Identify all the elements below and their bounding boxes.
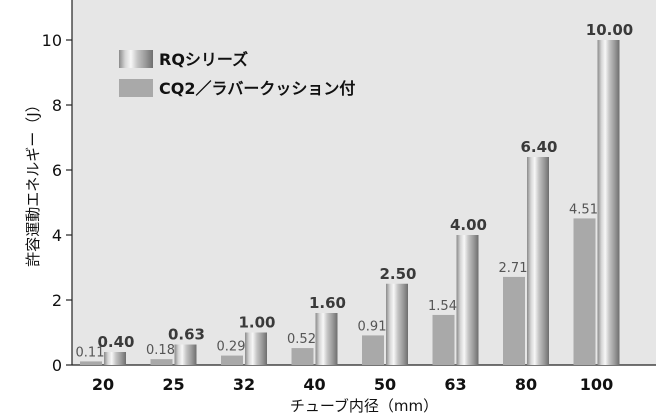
bar-cq2 [432, 314, 455, 365]
legend-swatch-cq2 [119, 79, 153, 97]
bar-rq [597, 40, 620, 365]
y-tick-label: 6 [52, 161, 62, 180]
bar-rq [315, 313, 338, 365]
legend-label-cq2: CQ2／ラバークッション付 [159, 79, 355, 98]
y-axis-title: 許容運動エネルギー（J） [24, 97, 42, 266]
bar-rq [174, 344, 197, 365]
category-label: 80 [515, 375, 537, 394]
bar-cq2 [503, 276, 525, 365]
value-label-cq2: 0.91 [358, 319, 387, 334]
bar-rq [527, 157, 549, 365]
value-label-cq2: 4.51 [569, 202, 598, 217]
value-label-rq: 4.00 [450, 216, 487, 234]
value-label-cq2: 0.18 [146, 343, 175, 358]
x-axis-title: チューブ内径（mm） [290, 397, 438, 415]
bar-cq2 [573, 218, 596, 365]
y-tick-label: 4 [52, 226, 62, 245]
y-tick-label: 0 [52, 356, 62, 375]
bar-cq2 [362, 335, 384, 365]
y-tick-label: 10 [42, 31, 62, 50]
value-label-cq2: 2.71 [499, 261, 528, 276]
value-label-cq2: 0.11 [76, 345, 105, 360]
bar-rq [386, 283, 408, 365]
y-ticks: 0 2 4 6 8 10 [42, 31, 72, 375]
legend: RQシリーズ CQ2／ラバークッション付 [119, 50, 355, 98]
legend-label-rq: RQシリーズ [159, 50, 248, 69]
value-label-rq: 10.00 [586, 21, 633, 39]
bar-rq [245, 332, 267, 365]
category-label: 63 [444, 375, 466, 394]
category-label: 32 [233, 375, 255, 394]
y-tick-label: 2 [52, 291, 62, 310]
value-label-cq2: 0.29 [217, 340, 246, 355]
value-label-rq: 0.63 [168, 326, 205, 344]
bar-cq2 [80, 361, 102, 365]
y-tick-label: 8 [52, 96, 62, 115]
category-label: 20 [92, 375, 114, 394]
bar-cq2 [221, 355, 243, 365]
category-label: 40 [303, 375, 325, 394]
bar-cq2 [291, 348, 314, 365]
bars: 0.110.40 0.180.63 0.29 1.00 0.52 1.60 0.91 2.50… [76, 21, 633, 365]
bar-cq2 [150, 359, 173, 365]
value-label-rq: 2.50 [379, 265, 416, 283]
value-label-rq: 1.60 [309, 294, 346, 312]
value-label-rq: 1.00 [238, 314, 275, 332]
bar-rq [456, 235, 479, 365]
value-label-rq: 6.40 [520, 138, 557, 156]
bar-rq [104, 352, 126, 365]
category-label: 25 [162, 375, 184, 394]
category-label: 100 [580, 375, 613, 394]
value-label-cq2: 1.54 [428, 299, 457, 314]
plot-background [72, 0, 656, 365]
value-label-rq: 0.40 [97, 333, 134, 351]
category-labels: 20 25 32 40 50 63 80 100 [92, 375, 613, 394]
value-label-cq2: 0.52 [287, 332, 316, 347]
legend-swatch-rq [119, 50, 153, 68]
category-label: 50 [374, 375, 396, 394]
